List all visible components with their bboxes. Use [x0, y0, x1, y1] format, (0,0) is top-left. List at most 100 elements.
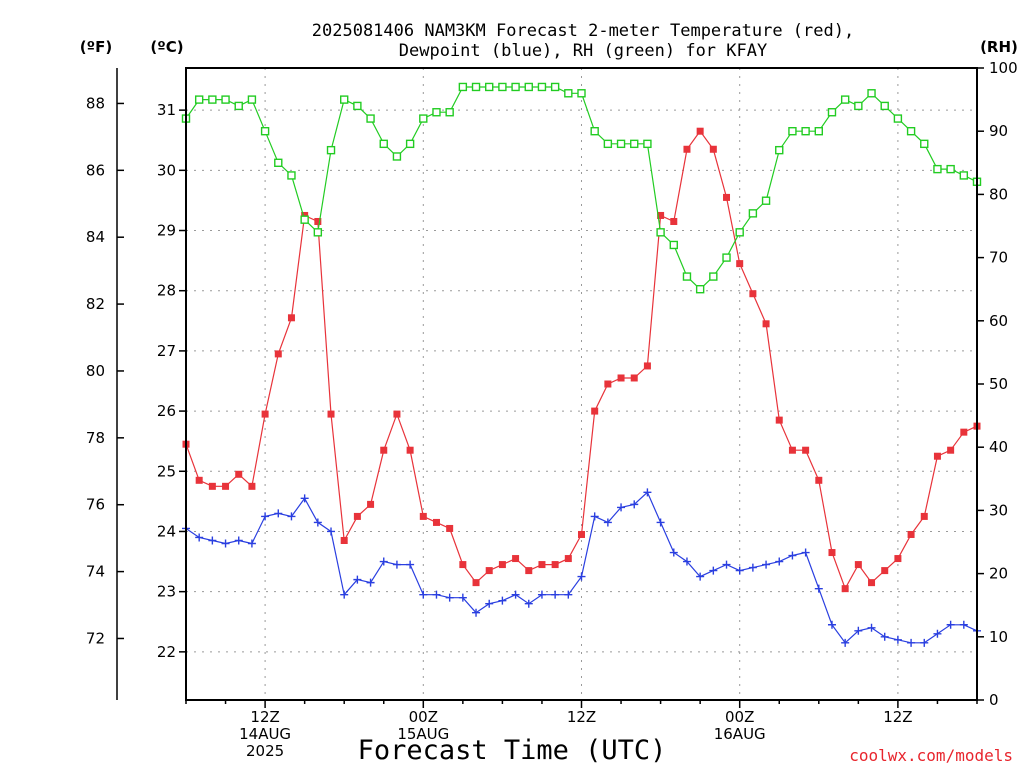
dewpoint-point — [775, 557, 784, 566]
temperature-point — [736, 260, 744, 268]
temperature-point — [380, 446, 388, 454]
temperature-point — [261, 410, 269, 418]
rh-point — [221, 95, 230, 104]
temperature-point — [248, 482, 256, 490]
temperature-point — [340, 536, 348, 544]
celsius-unit-label: (ºC) — [150, 38, 183, 56]
dewpoint-point — [643, 488, 652, 497]
rh-point — [524, 82, 533, 92]
temperature-point — [472, 579, 480, 587]
rh-point — [550, 82, 560, 92]
rh-tick-label: 90 — [989, 122, 1008, 140]
dewpoint-point — [287, 512, 296, 521]
dewpoint-point — [327, 527, 336, 536]
rh-point — [761, 196, 771, 205]
dewpoint-point — [195, 533, 204, 542]
temperature-point — [485, 567, 493, 575]
celsius-tick-label: 28 — [157, 282, 176, 300]
rh-point — [893, 114, 903, 123]
temperature-point — [512, 555, 520, 563]
temperature-point — [881, 567, 889, 575]
dewpoint-point — [920, 638, 929, 647]
dewpoint-point — [274, 509, 283, 518]
rh-point — [867, 89, 876, 98]
dewpoint-point — [814, 584, 823, 593]
chart-title-line2: Dewpoint (blue), RH (green) for KFAY — [399, 41, 767, 61]
dewpoint-series — [182, 488, 981, 647]
rh-point — [340, 95, 349, 104]
temperature-point — [670, 217, 678, 225]
rh-point — [616, 139, 626, 149]
dewpoint-point — [946, 620, 955, 629]
temperature-point — [920, 512, 928, 520]
temperature-point — [578, 530, 585, 538]
rh-point — [695, 285, 705, 294]
dewpoint-point — [247, 539, 256, 548]
rh-point — [511, 82, 520, 92]
rh-point — [260, 126, 270, 136]
dewpoint-point — [682, 557, 691, 566]
rh-point — [906, 126, 916, 136]
dewpoint-point — [234, 536, 243, 545]
rh-point — [669, 240, 678, 250]
dewpoint-point — [208, 536, 217, 545]
rh-point — [458, 82, 468, 92]
dewpoint-point — [709, 566, 718, 575]
celsius-tick-label: 23 — [157, 583, 176, 601]
chart-title-line1: 2025081406 NAM3KM Forecast 2-meter Tempe… — [312, 21, 854, 41]
temperature-point — [947, 446, 955, 454]
rh-tick-label: 50 — [989, 375, 1008, 393]
grid-lines — [186, 68, 977, 700]
temperature-point — [854, 561, 862, 569]
rh-point — [603, 139, 613, 149]
dewpoint-point — [406, 560, 415, 569]
dewpoint-point — [379, 557, 388, 566]
rh-point — [208, 95, 217, 104]
dewpoint-point — [603, 518, 612, 527]
temperature-point — [459, 561, 467, 569]
plot-frame — [185, 67, 978, 701]
time-tick-label: 14AUG — [239, 725, 291, 743]
fahrenheit-tick-label: 84 — [86, 228, 105, 246]
dewpoint-point — [564, 590, 573, 599]
temperature-point — [775, 416, 783, 424]
temperature-point — [828, 549, 836, 557]
rh-tick-label: 60 — [989, 312, 1008, 330]
x-axis-label: Forecast Time (UTC) — [358, 735, 667, 766]
dewpoint-point — [551, 590, 560, 599]
rh-point — [630, 139, 639, 149]
time-tick-label: 12Z — [883, 708, 912, 726]
temperature-point — [498, 561, 506, 569]
rh-point — [432, 108, 441, 117]
time-tick-label: 00Z — [409, 708, 438, 726]
dewpoint-point — [458, 593, 467, 602]
rh-tick-label: 20 — [989, 565, 1008, 583]
dewpoint-point — [498, 596, 507, 605]
celsius-tick-label: 31 — [157, 101, 176, 119]
rh-point — [498, 82, 507, 92]
temperature-point — [195, 476, 203, 484]
temperature-point — [709, 145, 717, 153]
celsius-axis: 22 23 24 25 26 27 28 29 30 31 — [157, 101, 186, 661]
temperature-point — [314, 217, 322, 225]
temperature-point — [696, 127, 704, 135]
rh-axis: 0 10 20 30 40 50 60 70 80 90 100 — [977, 59, 1018, 709]
dewpoint-point — [221, 539, 230, 548]
rh-point — [445, 108, 454, 117]
time-tick-label: 00Z — [725, 708, 754, 726]
rh-point — [775, 145, 784, 155]
dewpoint-point — [722, 560, 731, 569]
dewpoint-point — [366, 578, 375, 587]
rh-point — [814, 126, 823, 136]
dewpoint-point — [748, 563, 757, 572]
rh-point — [643, 139, 652, 149]
dewpoint-point — [485, 599, 494, 608]
temperature-point — [538, 561, 546, 569]
rh-point — [840, 95, 850, 104]
rh-point — [656, 228, 665, 237]
temperature-point — [393, 410, 401, 418]
temperature-point — [274, 350, 282, 358]
rh-point — [933, 164, 942, 174]
